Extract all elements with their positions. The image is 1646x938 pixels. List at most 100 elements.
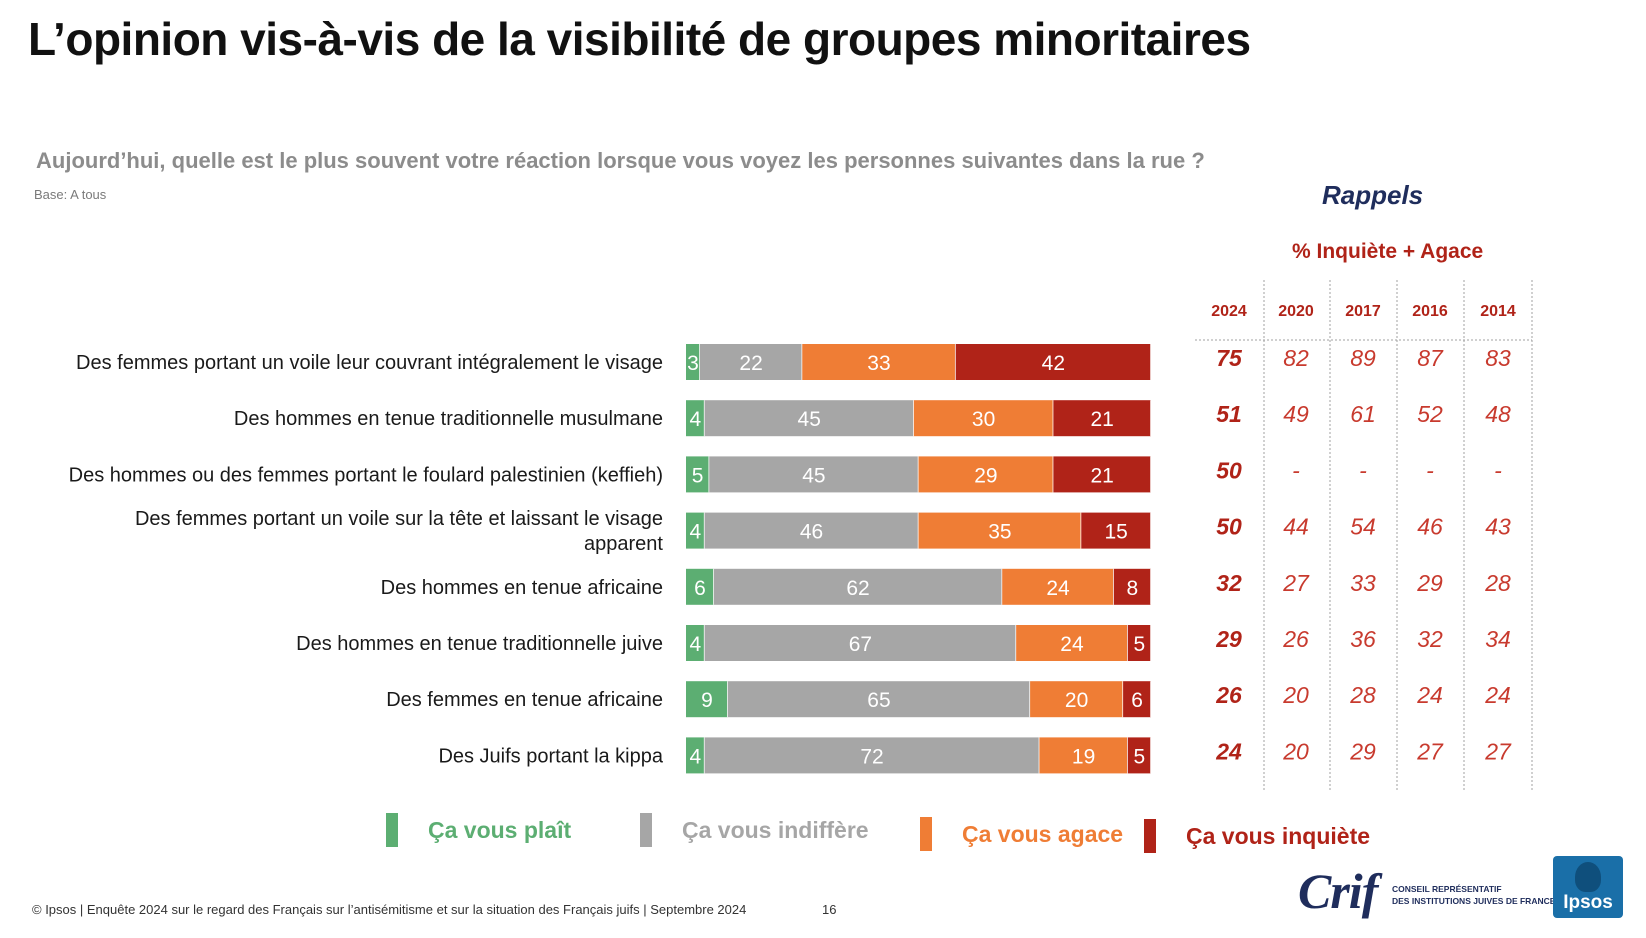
legend-swatch-plait: [386, 813, 398, 847]
rappel-value: -: [1292, 457, 1300, 483]
rappel-value: 29: [1215, 626, 1242, 652]
rappel-value: 28: [1349, 682, 1376, 708]
page-title: L’opinion vis-à-vis de la visibilité de …: [28, 13, 1251, 65]
bar-segment: [1123, 681, 1151, 718]
stacked-bar-chart: Des femmes portant un voile leur couvran…: [69, 280, 1533, 790]
crif-logo: Crif: [1298, 863, 1378, 919]
category-label: Des femmes portant un voile sur la tête …: [135, 508, 663, 530]
bar-segment: [686, 344, 700, 380]
bar-segment: [1081, 512, 1151, 549]
rappel-value: -: [1494, 457, 1502, 483]
survey-question: Aujourd’hui, quelle est le plus souvent …: [36, 148, 1205, 173]
legend-label-plait: Ça vous plaît: [428, 816, 572, 843]
rappel-value: 36: [1350, 626, 1376, 652]
data-label: 4: [689, 633, 701, 656]
rappel-value: 83: [1485, 345, 1511, 371]
rappel-value: 33: [1350, 570, 1376, 596]
legend-item-agace: Ça vous agace: [920, 816, 1123, 852]
bar-segment: [918, 456, 1054, 493]
legend-swatch-indiffere: [640, 813, 652, 847]
rappel-value: 27: [1282, 570, 1310, 596]
ipsos-logo: Ipsos: [1553, 856, 1623, 918]
year-header: 2014: [1480, 303, 1516, 320]
year-header: 2016: [1412, 303, 1448, 320]
bar-segment: [709, 456, 919, 493]
legend-item-inquiete: Ça vous inquiète: [1144, 818, 1370, 854]
data-label: 30: [972, 408, 995, 431]
legend-item-plait: Ça vous plaît: [386, 812, 571, 848]
legend-label-agace: Ça vous agace: [962, 820, 1124, 847]
rappel-value: 52: [1417, 401, 1443, 427]
bar-segment: [704, 512, 919, 549]
rappel-value: 29: [1349, 738, 1376, 764]
bar-segment: [686, 737, 705, 774]
bar-segment: [704, 625, 1017, 661]
data-label: 29: [974, 464, 997, 487]
rappel-value: 51: [1216, 401, 1242, 427]
rappel-value: 20: [1282, 738, 1309, 764]
year-header: 2024: [1211, 303, 1247, 320]
data-label: 6: [694, 577, 706, 600]
data-label: 67: [849, 633, 872, 656]
bar-segment: [686, 512, 705, 549]
year-header: 2020: [1278, 303, 1314, 320]
data-label: 19: [1072, 745, 1095, 768]
ipsos-logo-text: Ipsos: [1563, 892, 1613, 913]
bar-segment: [1113, 568, 1151, 605]
rappel-value: 46: [1417, 514, 1443, 540]
bar-segment: [1030, 681, 1124, 718]
data-label: 22: [739, 352, 762, 375]
data-label: 24: [1046, 577, 1070, 600]
bar-segment: [1053, 400, 1151, 437]
bar-segment: [1016, 625, 1128, 661]
rappel-value: -: [1426, 457, 1434, 483]
data-label: 24: [1060, 633, 1084, 656]
crif-logo-subtitle: CONSEIL REPRÉSENTATIF DES INSTITUTIONS J…: [1392, 883, 1555, 907]
data-label: 9: [701, 689, 713, 712]
rappel-value: 27: [1416, 738, 1444, 764]
rappel-value: 24: [1215, 738, 1242, 764]
data-label: 35: [988, 521, 1011, 544]
rappel-value: 29: [1416, 570, 1443, 596]
rappel-value: 44: [1283, 514, 1309, 540]
category-label: Des hommes ou des femmes portant le foul…: [69, 464, 663, 486]
data-label: 4: [689, 408, 701, 431]
bar-segment: [704, 737, 1040, 774]
crif-subtitle-line-1: CONSEIL REPRÉSENTATIF: [1392, 884, 1502, 894]
bar-segment: [686, 400, 705, 437]
rappel-value: 54: [1350, 514, 1376, 540]
data-label: 72: [860, 745, 883, 768]
rappel-value: 50: [1216, 514, 1242, 540]
data-label: 21: [1090, 464, 1113, 487]
data-label: 45: [798, 408, 821, 431]
rappels-subtitle: % Inquiète + Agace: [1292, 240, 1484, 263]
rappel-value: 27: [1484, 738, 1512, 764]
bar-segment: [727, 681, 1031, 718]
bar-segment: [686, 456, 710, 493]
rappel-value: 24: [1416, 682, 1443, 708]
bar-segment: [918, 512, 1082, 549]
rappel-value: 26: [1282, 626, 1309, 652]
bar-segment: [955, 344, 1151, 380]
ipsos-head-icon: [1575, 862, 1601, 892]
rappel-value: 50: [1216, 457, 1242, 483]
data-label: 5: [1134, 745, 1146, 768]
data-label: 4: [689, 521, 701, 544]
rappel-value: 61: [1350, 401, 1376, 427]
legend-swatch-inquiete: [1144, 819, 1156, 853]
crif-subtitle-line-2: DES INSTITUTIONS JUIVES DE FRANCE: [1392, 896, 1556, 906]
rappel-value: 43: [1485, 514, 1511, 540]
rappel-value: 48: [1485, 401, 1511, 427]
data-label: 20: [1065, 689, 1088, 712]
bar-segment: [1127, 625, 1151, 661]
category-label: Des hommes en tenue traditionnelle musul…: [234, 408, 663, 430]
rappels-title: Rappels: [1322, 180, 1424, 210]
data-label: 46: [800, 521, 823, 544]
legend-label-indiffere: Ça vous indiffère: [682, 816, 869, 843]
bar-segment: [1002, 568, 1114, 605]
data-label: 15: [1104, 521, 1127, 544]
bar-segment: [802, 344, 956, 380]
data-label: 5: [1134, 633, 1146, 656]
category-label: Des hommes en tenue traditionnelle juive: [296, 633, 663, 655]
rappel-value: 82: [1283, 345, 1309, 371]
